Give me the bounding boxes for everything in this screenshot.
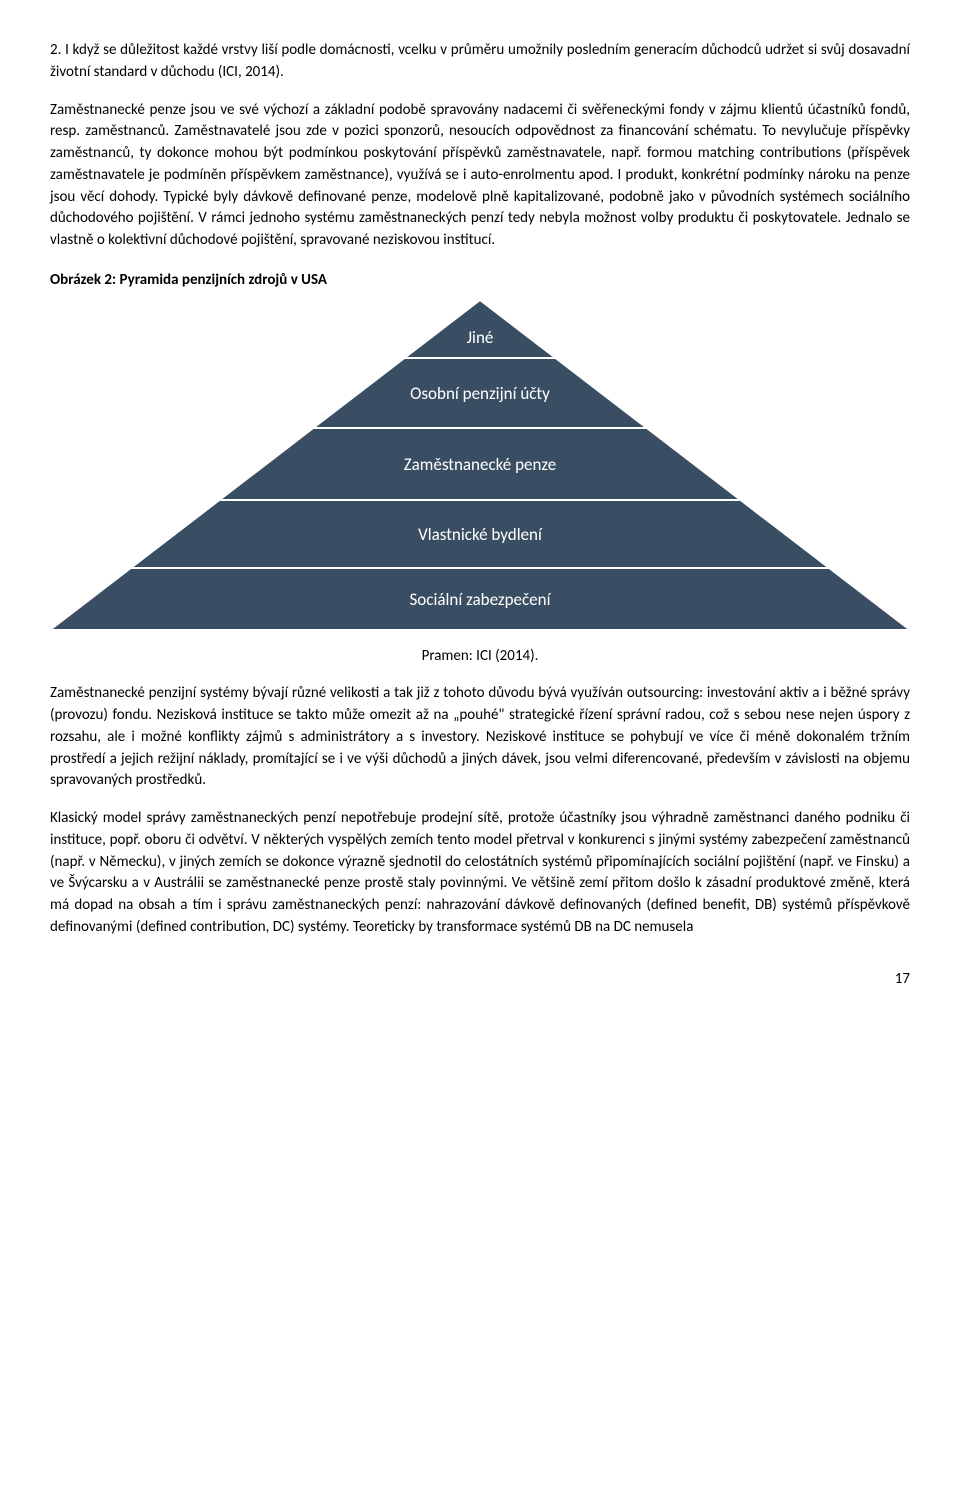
paragraph-3: Zaměstnanecké penzijní systémy bývají rů… bbox=[50, 683, 910, 792]
pyramid-level-label-0: Jiné bbox=[467, 327, 494, 348]
page-number: 17 bbox=[50, 969, 910, 991]
pyramid-level-label-2: Zaměstnanecké penze bbox=[404, 454, 556, 475]
pyramid-level-label-3: Vlastnické bydlení bbox=[418, 524, 543, 545]
paragraph-2: Zaměstnanecké penze jsou ve své výchozí … bbox=[50, 100, 910, 252]
pyramid-figure: Jiné Osobní penzijní účty Zaměstnanecké pe… bbox=[50, 300, 910, 640]
pyramid-level-label-4: Sociální zabezpečení bbox=[410, 589, 552, 610]
pyramid-level-label-1: Osobní penzijní účty bbox=[410, 383, 550, 404]
figure-title: Obrázek 2: Pyramida penzijních zdrojů v … bbox=[50, 270, 910, 292]
paragraph-1: 2. I když se důležitost každé vrstvy liš… bbox=[50, 40, 910, 84]
figure-source: Pramen: ICI (2014). bbox=[50, 646, 910, 668]
paragraph-4: Klasický model správy zaměstnaneckých pe… bbox=[50, 808, 910, 939]
pyramid-svg: Jiné Osobní penzijní účty Zaměstnanecké pe… bbox=[50, 300, 910, 640]
